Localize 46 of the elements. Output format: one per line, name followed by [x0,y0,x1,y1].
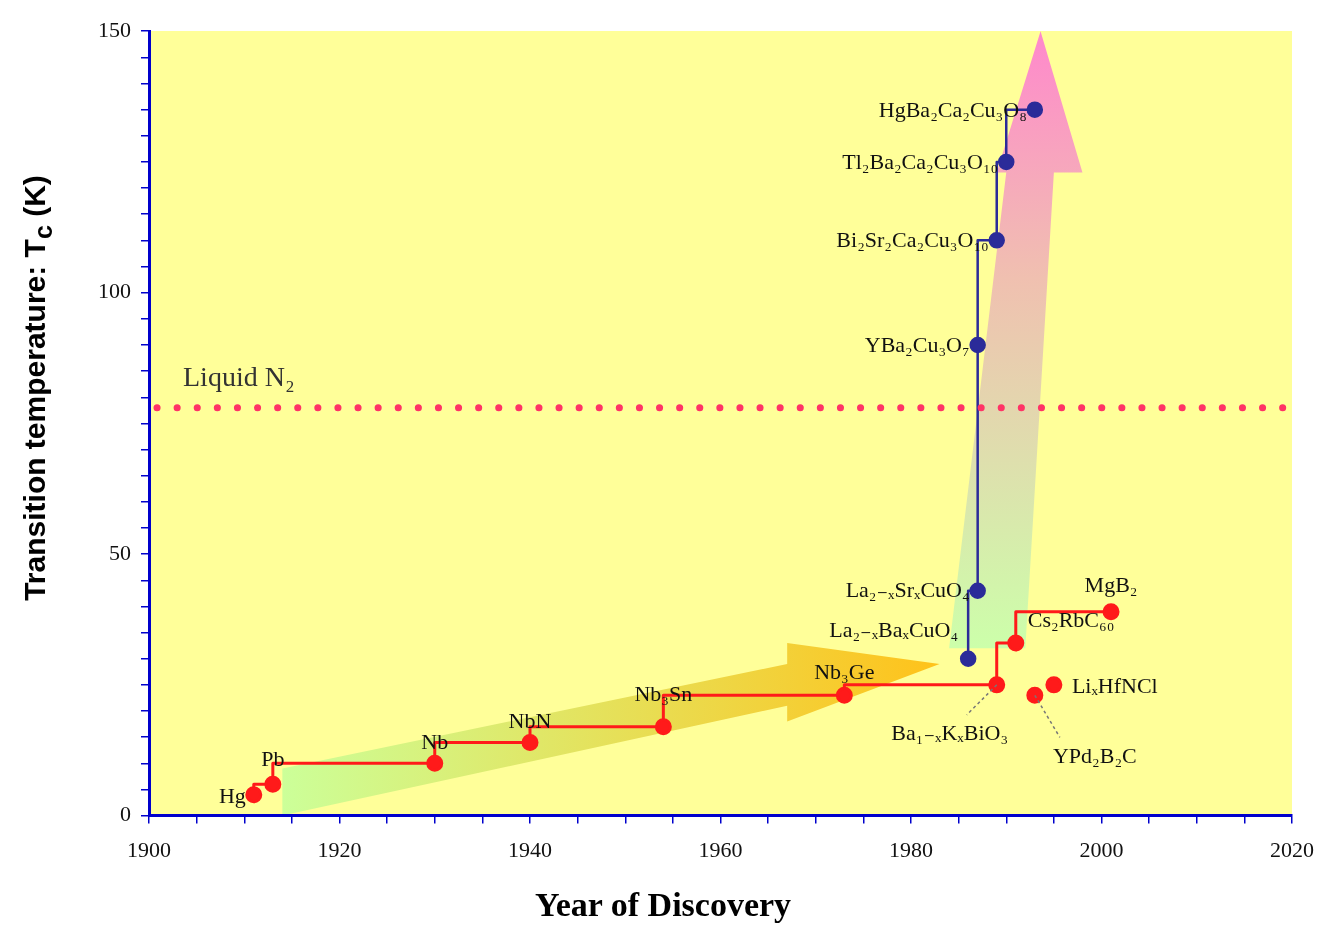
annotation: Tl₂Ba₂Ca₂Cu₃O₁₀ [842,148,999,174]
annotation: Cs₂RbC₆₀ [1027,607,1115,633]
annotation: YPd₂B₂C [1052,743,1137,769]
annotation: HgBa₂Ca₂Cu₃O₈ [878,96,1027,122]
annotation: LiₓHfNCl [1071,672,1158,698]
annotation: Nb₃Ge [814,659,875,685]
point [988,232,1005,249]
y-tick-label: 150 [98,16,131,42]
y-tick-label: 0 [120,801,131,827]
point [998,153,1015,171]
point [1026,101,1044,118]
ref-line-label: Liquid N₂ [183,360,295,392]
point [835,686,853,704]
annotation: YBa₂Cu₃O₇ [864,331,970,357]
point [969,582,986,599]
point [264,775,282,793]
point [969,336,986,354]
point [654,718,672,736]
x-tick-label: 1940 [508,836,552,862]
x-tick-label: 1960 [698,836,743,862]
y-tick-label: 50 [109,539,131,565]
point [521,733,539,751]
point [245,786,263,804]
x-tick-label: 1900 [127,836,171,862]
x-axis-title: Year of Discovery [533,886,793,924]
annotation: Ba₁₋ₓKₓBiO₃ [891,719,1009,745]
point [988,676,1006,694]
annotation: NbN [508,708,552,734]
point [1007,634,1025,652]
annotation: La₂₋ₓSrₓCuO₄ [845,576,970,602]
annotation: MgB₂ [1084,571,1138,597]
annotation: Nb₃Sn [634,680,693,706]
x-tick-label: 1980 [889,836,933,862]
annotation: Nb [421,729,449,755]
x-tick-label: 1920 [317,836,362,862]
x-tick-label: 2020 [1270,836,1314,862]
point [959,650,977,667]
x-tick-label: 2000 [1079,836,1124,862]
annotation: Hg [218,782,246,808]
annotation: La₂₋ₓBaₓCuO₄ [829,616,959,642]
point [426,754,444,772]
point [1026,686,1044,704]
y-tick-label: 100 [98,278,131,304]
point [1045,676,1063,694]
annotation: Bi₂Sr₂Ca₂Cu₃O₁₀ [836,227,989,253]
annotation: Pb [261,746,285,772]
